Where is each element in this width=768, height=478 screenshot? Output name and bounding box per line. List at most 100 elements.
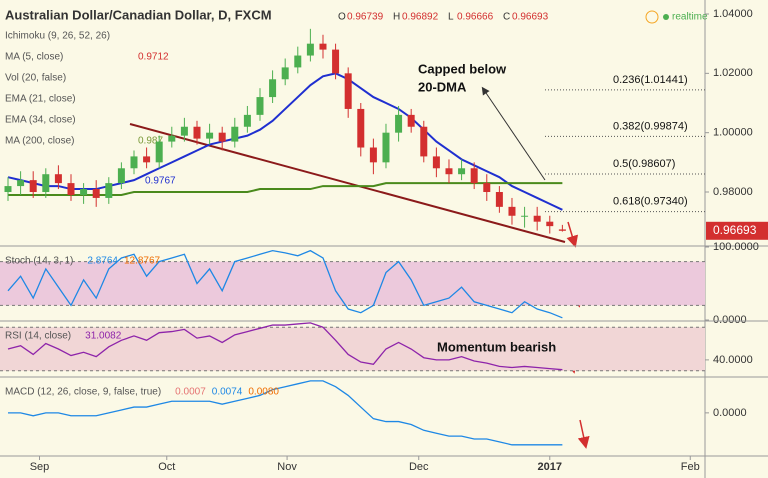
ohlc-value: 0.96739 bbox=[347, 12, 384, 23]
ohlc-value: 0.96693 bbox=[512, 12, 549, 23]
candle-body bbox=[143, 156, 151, 163]
candle-body bbox=[458, 168, 466, 175]
annotation: Capped below bbox=[418, 61, 507, 76]
candle-body bbox=[231, 126, 239, 142]
annotation-arrow bbox=[481, 86, 546, 181]
study-value: 0.987 bbox=[138, 136, 163, 147]
candle-body bbox=[495, 192, 503, 207]
candle-body bbox=[4, 186, 12, 193]
y-tick-label: 0.0000 bbox=[713, 314, 747, 326]
ohlc-key: H bbox=[393, 12, 400, 23]
bear-arrow bbox=[566, 221, 579, 248]
y-tick-label: 1.00000 bbox=[713, 127, 753, 139]
moving-average bbox=[8, 182, 563, 196]
x-tick-label: Dec bbox=[409, 461, 429, 473]
indicator-band bbox=[0, 327, 705, 371]
trend-line bbox=[129, 123, 566, 243]
indicator-value: 31.0082 bbox=[85, 331, 122, 342]
candle-body bbox=[269, 79, 277, 98]
candle-body bbox=[17, 180, 25, 187]
candle-body bbox=[67, 183, 75, 195]
annotation: 20-DMA bbox=[418, 79, 467, 94]
candle-body bbox=[180, 126, 188, 136]
y-tick-label: 1.04000 bbox=[713, 8, 753, 20]
candle-body bbox=[29, 180, 37, 193]
candle-body bbox=[294, 55, 302, 68]
study-label: MA (200, close) bbox=[5, 136, 74, 147]
candle-body bbox=[558, 229, 566, 231]
candle-body bbox=[218, 132, 226, 142]
study-label: MA (5, close) bbox=[5, 52, 63, 63]
price-tag-label: 0.96693 bbox=[713, 223, 757, 237]
candle-body bbox=[357, 108, 365, 148]
ohlc-key: C bbox=[503, 12, 510, 23]
y-tick-label: 0.98000 bbox=[713, 186, 753, 198]
candle-body bbox=[470, 168, 478, 184]
candle-body bbox=[332, 49, 340, 74]
candle-body bbox=[546, 221, 554, 227]
price-tag bbox=[706, 221, 768, 240]
candle-body bbox=[306, 43, 314, 56]
study-value: 0.9712 bbox=[138, 52, 169, 63]
fib-label: 0.618(0.97340) bbox=[613, 195, 688, 207]
indicator-line bbox=[7, 249, 563, 319]
indicator-label: Stoch (14, 3, 1) bbox=[5, 256, 73, 267]
ohlc-key: L bbox=[448, 12, 454, 23]
x-tick-label: Oct bbox=[158, 461, 175, 473]
candle-body bbox=[281, 67, 289, 80]
study-label: EMA (21, close) bbox=[5, 94, 76, 105]
ohlc-value: 0.96666 bbox=[457, 12, 494, 23]
candle-body bbox=[117, 168, 125, 184]
y-tick-label: 1.02000 bbox=[713, 67, 753, 79]
fib-label: 0.236(1.01441) bbox=[613, 74, 688, 86]
indicator-label: RSI (14, close) bbox=[5, 331, 71, 342]
x-tick-label: Feb bbox=[681, 461, 700, 473]
moving-average bbox=[7, 72, 563, 211]
candle-body bbox=[521, 215, 529, 217]
ohlc-key: O bbox=[338, 12, 346, 23]
indicator-value: 2.8764 bbox=[87, 256, 118, 267]
indicator-value: 0.0080 bbox=[248, 387, 279, 398]
candle-body bbox=[243, 114, 251, 127]
candle-body bbox=[445, 168, 453, 175]
indicator-line bbox=[8, 380, 563, 446]
candle-body bbox=[369, 147, 377, 163]
alert-icon[interactable] bbox=[645, 10, 659, 24]
candle-body bbox=[193, 126, 201, 139]
x-tick-label: Sep bbox=[30, 461, 50, 473]
annotation: Momentum bearish bbox=[437, 339, 556, 354]
ma-value: 0.9767 bbox=[145, 176, 176, 187]
candle-body bbox=[80, 189, 88, 195]
y-tick-label: 0.0000 bbox=[713, 407, 747, 419]
candle-body bbox=[256, 97, 264, 115]
indicator-value: 0.0007 bbox=[175, 387, 206, 398]
x-tick-label: Nov bbox=[277, 461, 297, 473]
indicator-band bbox=[0, 261, 705, 306]
candle-body bbox=[54, 174, 62, 184]
candle-body bbox=[432, 156, 440, 169]
candle-body bbox=[483, 183, 491, 193]
indicator-value: 12.8767 bbox=[124, 256, 161, 267]
candle-body bbox=[92, 189, 100, 198]
candle-body bbox=[206, 132, 214, 139]
candle-body bbox=[105, 183, 113, 198]
bear-arrow bbox=[577, 419, 590, 449]
candle-body bbox=[130, 156, 138, 169]
candle-body bbox=[420, 126, 428, 157]
y-tick-label: 40.0000 bbox=[713, 354, 753, 366]
candle-body bbox=[508, 206, 516, 216]
fib-label: 0.382(0.99874) bbox=[613, 120, 688, 132]
candle-body bbox=[395, 114, 403, 133]
study-label: EMA (34, close) bbox=[5, 115, 76, 126]
candle-body bbox=[155, 141, 163, 163]
status: realtime bbox=[672, 12, 708, 23]
indicator-value: 0.0074 bbox=[212, 387, 243, 398]
candle-body bbox=[42, 174, 50, 193]
fib-label: 0.5(0.98607) bbox=[613, 158, 675, 170]
indicator-label: MACD (12, 26, close, 9, false, true) bbox=[5, 387, 161, 398]
candle-body bbox=[168, 135, 176, 142]
candle-body bbox=[382, 132, 390, 163]
x-tick-label: 2017 bbox=[538, 461, 562, 473]
y-tick-label: 100.0000 bbox=[713, 241, 759, 253]
